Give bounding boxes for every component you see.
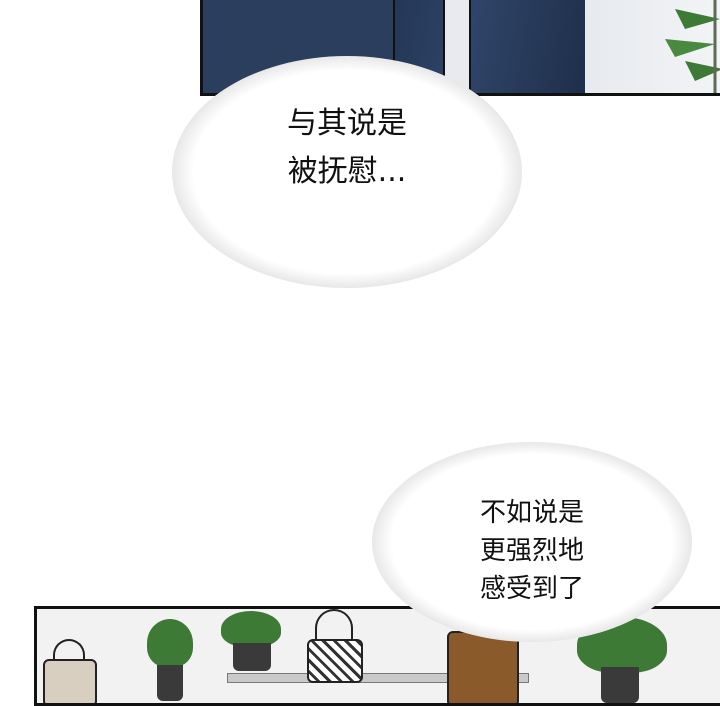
- handbag-left-icon: [43, 659, 97, 703]
- speech-bubble-2-text: 不如说是 更强烈地 感受到了: [479, 498, 584, 604]
- handbag-brown-icon: [447, 631, 519, 703]
- shirt-collar: [443, 0, 471, 93]
- bamboo-leaves-icon: [665, 0, 720, 93]
- handbag-left-handle: [53, 639, 85, 661]
- plant-3-pot: [601, 667, 639, 703]
- plant-2-icon: [221, 611, 281, 647]
- handbag-pattern-icon: [307, 639, 363, 683]
- plant-1-icon: [147, 619, 193, 667]
- plant-1-pot: [157, 665, 183, 701]
- speech-bubble-2: 不如说是 更强烈地 感受到了: [372, 442, 692, 642]
- handbag-pattern-handle: [315, 609, 353, 641]
- display-shelf: [227, 673, 529, 683]
- speech-bubble-1-text: 与其说是 被抚慰...: [287, 106, 407, 189]
- plant-2-pot: [233, 643, 271, 671]
- speech-bubble-1: 与其说是 被抚慰...: [172, 56, 522, 288]
